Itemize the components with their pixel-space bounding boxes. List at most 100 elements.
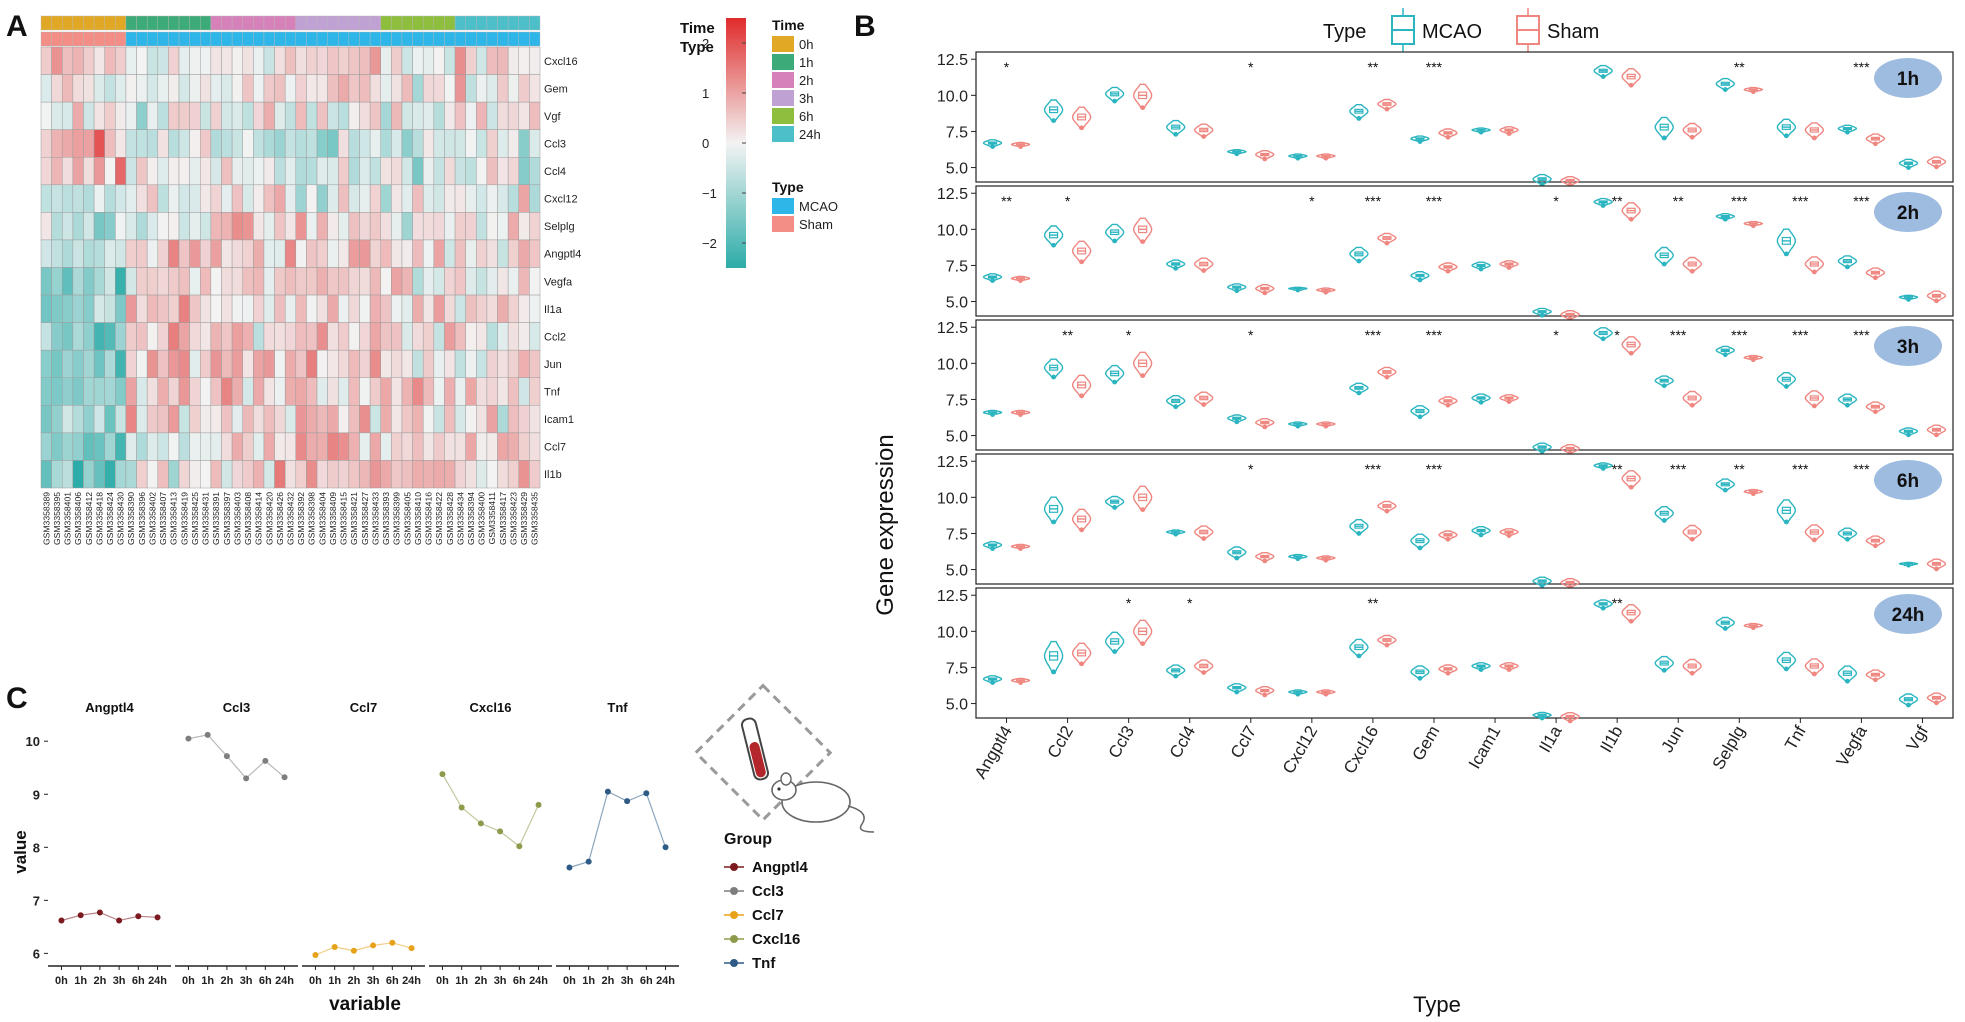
heatmap-gene-label: Cxcl12 [544, 194, 578, 206]
violin-outline [1654, 375, 1674, 387]
violin-sham [1010, 543, 1031, 552]
heatmap-cell [316, 322, 328, 351]
violin-sham [1193, 257, 1214, 273]
violin-outlier [1750, 491, 1756, 497]
heatmap-cell [146, 74, 159, 103]
facet-x-tick-label: 1h [328, 975, 341, 987]
series-line-cxcl16 [441, 773, 540, 848]
time-annotation-cell [51, 15, 63, 31]
significance-label: ** [1612, 193, 1623, 209]
legend-point-tnf [730, 959, 738, 967]
heatmap-cell [401, 157, 413, 186]
heatmap-cell [444, 129, 456, 158]
series-point-ccl7 [370, 942, 377, 949]
heatmap-cell [518, 129, 530, 158]
violin-sham [1499, 662, 1519, 673]
heatmap-cell [157, 184, 169, 213]
series-point-angptl4 [116, 917, 123, 924]
violin-outline [1287, 286, 1308, 291]
series-point-cxcl16 [458, 804, 465, 811]
violin-outlier [1112, 238, 1118, 244]
heatmap-cell [125, 184, 137, 213]
heatmap-sample-label: GSM3358401 [63, 492, 73, 545]
heatmap-cell [189, 74, 201, 103]
heatmap-cell [295, 74, 307, 103]
violin-outlier [1934, 164, 1939, 170]
violin-outlier [1018, 278, 1023, 284]
heatmap-cell [210, 349, 222, 378]
heatmap-cell [422, 101, 435, 130]
heatmap-cell [359, 239, 371, 268]
heatmap-cell [454, 349, 466, 378]
heatmap-cell [61, 239, 74, 268]
violin-outline [1071, 240, 1092, 264]
type-annotation-cell [146, 31, 158, 47]
heatmap-cell [316, 46, 328, 75]
violin-legend-title: Type [1323, 21, 1366, 43]
facet-title: Ccl3 [223, 700, 250, 715]
facet-x-tick-label: 6h [259, 975, 272, 987]
scale-tick-label: −2 [702, 236, 717, 251]
heatmap-sample-label: GSM3358424 [105, 492, 115, 545]
violin-outline [1499, 126, 1519, 135]
mouse-icon [781, 781, 851, 823]
heatmap-cell [295, 129, 307, 158]
heatmap-cell [380, 129, 392, 158]
scale-tick-label: 2 [702, 36, 709, 51]
violin-outlier [1906, 296, 1911, 302]
heatmap-cell [157, 46, 169, 75]
violin-mcao [1715, 616, 1736, 631]
heatmap-cell [359, 46, 371, 75]
violin-outline [1132, 619, 1153, 646]
heatmap-cell [412, 46, 424, 75]
violin-sham [1071, 508, 1092, 533]
facet-x-tick-label: 1h [455, 975, 468, 987]
violin-outline [1715, 478, 1736, 492]
heatmap-cell [433, 157, 445, 186]
type-legend-swatch [772, 216, 794, 232]
violin-outlier [1845, 678, 1850, 684]
heatmap-cell [157, 212, 169, 241]
violin-outline [1043, 99, 1064, 123]
violin-outlier [1417, 139, 1423, 144]
heatmap-cell [412, 184, 424, 213]
heatmap-cell [327, 184, 339, 213]
heatmap-cell [263, 294, 275, 323]
heatmap-cell [253, 157, 265, 186]
heatmap-sample-label: GSM3358431 [201, 492, 211, 545]
heatmap-cell [274, 460, 286, 489]
violin-outlier [1478, 667, 1484, 673]
heatmap-cell [507, 157, 520, 186]
violin-sham [1132, 83, 1153, 111]
facet-x-tick-label: 6h [386, 975, 399, 987]
violin-outlier [1295, 691, 1301, 697]
heatmap-cell [444, 377, 456, 406]
series-point-tnf [643, 790, 650, 797]
heatmap-cell [189, 432, 201, 461]
violin-outlier [1506, 131, 1512, 137]
heatmap-sample-label: GSM3358400 [477, 492, 487, 545]
heatmap-cell [412, 377, 424, 406]
violin-outlier [1873, 275, 1878, 281]
heatmap-cell [146, 46, 159, 75]
violin-outlier [1506, 667, 1512, 673]
type-annotation-cell [369, 31, 381, 47]
violin-outline [1410, 135, 1430, 143]
violin-sham [1438, 262, 1458, 274]
type-legend-swatch [772, 198, 794, 214]
violin-outlier [1079, 259, 1084, 265]
heatmap-cell [263, 184, 275, 213]
heatmap-cell [327, 267, 339, 296]
violin-mcao [1471, 127, 1491, 135]
series-point-angptl4 [58, 917, 65, 924]
heatmap-cell [168, 46, 180, 75]
heatmap-cell [507, 432, 520, 461]
heatmap-cell [231, 46, 243, 75]
heatmap-sample-label: GSM3358415 [339, 492, 349, 545]
heatmap-cell [61, 460, 74, 489]
violin-outlier [1079, 661, 1084, 667]
heatmap-cell [316, 74, 328, 103]
violin-outline [1560, 578, 1580, 588]
significance-label: ** [1734, 59, 1745, 75]
heatmap-sample-label: GSM3358394 [466, 492, 476, 545]
